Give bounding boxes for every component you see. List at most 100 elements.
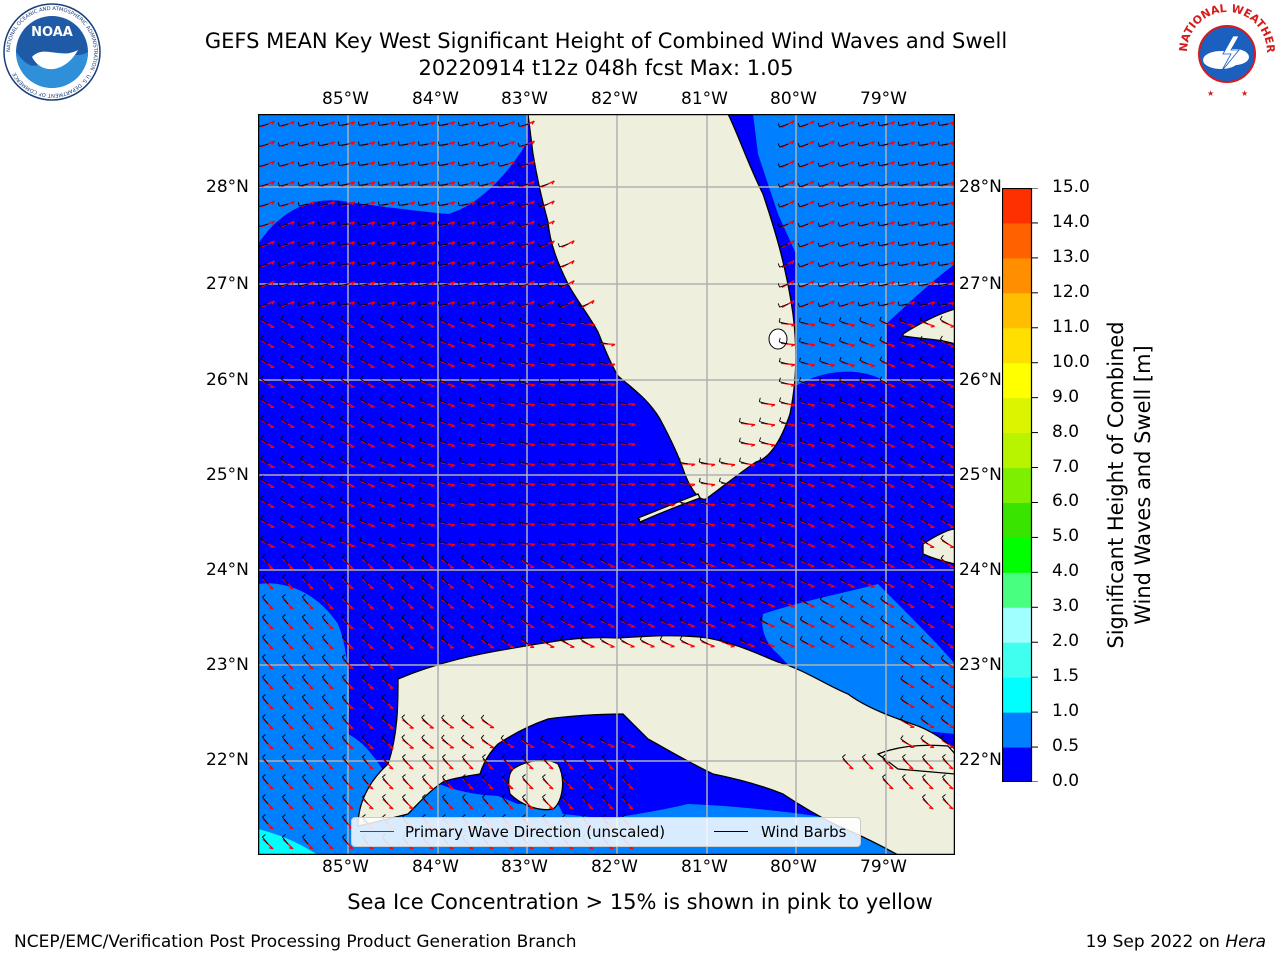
wind-barb-flag (518, 357, 522, 362)
wind-barb-flag (442, 754, 446, 758)
wind-barb (600, 638, 609, 645)
wind-barb-flag (537, 182, 540, 187)
wind-barb (799, 183, 809, 188)
wave-arrow-head (750, 524, 755, 528)
wind-barb (840, 578, 849, 585)
wave-arrow-head (910, 365, 915, 368)
wave-arrow-head (311, 281, 315, 285)
wind-barb-flag (777, 303, 781, 308)
wind-barb (282, 636, 289, 645)
wind-barb (859, 379, 869, 385)
wave-arrow-head (911, 201, 916, 206)
wind-barb (599, 442, 609, 445)
wind-barb-flag (300, 475, 304, 480)
wind-barb (301, 576, 309, 585)
wind-barb (260, 438, 269, 445)
wind-barb-flag (538, 538, 541, 543)
wind-barb (322, 816, 329, 825)
wind-barb (859, 303, 869, 307)
wind-barb (319, 243, 329, 247)
wave-arrow-head (489, 767, 494, 770)
lon-label-top: 85°W (322, 89, 369, 109)
wave-arrow-head (909, 787, 914, 790)
wind-barb (779, 480, 789, 485)
wave-arrow-head (529, 787, 534, 790)
wind-barb (359, 243, 369, 246)
wind-barb-flag (358, 301, 360, 306)
wave-arrow-head (929, 767, 934, 770)
wind-barb-flag (302, 734, 306, 738)
wind-barb-flag (900, 695, 904, 699)
wind-barb (639, 619, 649, 625)
wind-barb (639, 599, 649, 605)
wind-barb-flag (880, 475, 884, 480)
wind-barb-flag (598, 378, 601, 383)
wave-arrow-head (770, 585, 775, 588)
wind-barb-flag (759, 457, 762, 462)
wind-barb-flag (678, 497, 681, 503)
wind-barb-flag (421, 574, 425, 578)
wave-arrow-head (651, 463, 656, 467)
wind-barb-flag (860, 535, 864, 540)
wave-arrow-head (369, 607, 374, 610)
wind-barb (301, 716, 309, 725)
wave-arrow-head (491, 281, 495, 285)
wind-barb (799, 619, 809, 625)
wind-barb-flag (419, 335, 423, 340)
wave-arrow-head (371, 141, 376, 146)
wind-barb (479, 243, 489, 247)
wave-arrow-head (871, 220, 876, 225)
wind-barb-flag (342, 754, 346, 758)
wind-barb (602, 796, 609, 805)
wind-barb-flag (522, 774, 526, 778)
wind-barb-flag (622, 754, 626, 758)
wave-arrow-head (351, 161, 356, 166)
wave-arrow-head (889, 787, 894, 790)
wind-barb (919, 243, 929, 246)
wind-barb (820, 579, 829, 585)
wave-arrow-head (791, 160, 795, 165)
wind-barb-flag (638, 538, 641, 543)
wind-barb-flag (439, 416, 442, 421)
wave-arrow-head (890, 365, 895, 368)
wind-barb (499, 320, 509, 325)
wave-arrow-head (890, 385, 895, 388)
wind-barb-flag (262, 774, 266, 778)
wave-arrow-head (491, 484, 496, 487)
wave-arrow-head (750, 585, 755, 588)
wind-barb-flag (598, 498, 601, 503)
wind-barb-flag (797, 302, 800, 308)
wind-barb (339, 479, 349, 485)
wind-barb (499, 143, 509, 147)
wind-barb (482, 776, 489, 785)
wind-barb-flag (918, 141, 920, 146)
wave-arrow-head (790, 404, 796, 408)
wind-barb (559, 381, 569, 385)
wind-barb (319, 203, 329, 207)
wind-barb-flag (340, 395, 344, 400)
wave-arrow-head (710, 585, 715, 588)
wave-arrow-head (631, 403, 636, 407)
wind-barb (719, 619, 729, 625)
wind-barb-flag (920, 575, 924, 579)
wave-arrow-head (929, 787, 934, 790)
wave-arrow-head (329, 787, 334, 790)
wave-arrow-head (369, 747, 374, 750)
wind-barb (779, 519, 789, 525)
wind-barb-flag (322, 814, 326, 818)
wave-arrow-head (609, 787, 614, 790)
wave-arrow-head (470, 424, 475, 428)
wind-barb (279, 223, 289, 227)
wind-barb-flag (361, 574, 366, 578)
wind-barb (399, 439, 409, 445)
wind-barb-flag (340, 315, 344, 319)
wind-barb-flag (580, 555, 584, 560)
wind-barb (459, 501, 469, 505)
wind-barb-flag (517, 222, 520, 227)
wave-arrow-head (589, 787, 594, 790)
wind-barb (439, 123, 449, 126)
wind-barb-flag (300, 375, 304, 379)
wave-arrow-head (750, 464, 756, 468)
wave-arrow-head (889, 767, 894, 770)
wind-barb (759, 480, 769, 485)
